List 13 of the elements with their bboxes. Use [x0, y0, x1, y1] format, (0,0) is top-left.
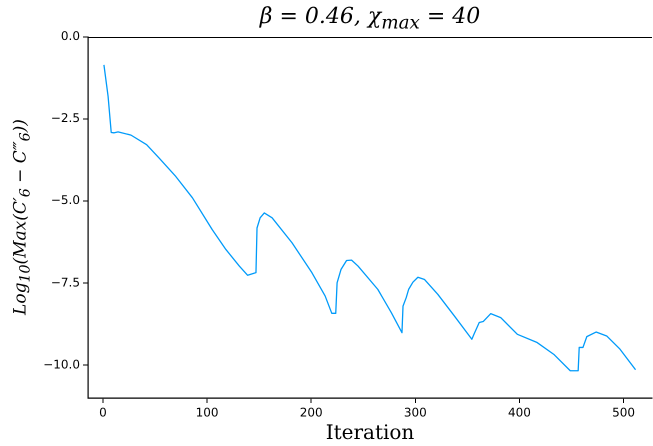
x-tick-label: 200 [300, 405, 323, 420]
x-tick-label: 500 [612, 405, 636, 420]
x-tick-label: 300 [404, 405, 427, 420]
y-tick-label: −2.5 [50, 111, 80, 126]
x-tick-label: 100 [196, 405, 218, 420]
x-axis-title: Iteration [324, 420, 416, 444]
y-tick-label: −7.5 [50, 275, 80, 290]
chart-title: β = 0.46, χ$_{max}$ = 40 [258, 4, 482, 34]
x-tick-label: 400 [508, 405, 531, 420]
y-tick-label: −10.0 [43, 357, 80, 372]
x-tick-label: 0 [99, 405, 107, 420]
y-tick-label: 0.0 [60, 29, 80, 44]
y-tick-label: −5.0 [50, 193, 80, 208]
